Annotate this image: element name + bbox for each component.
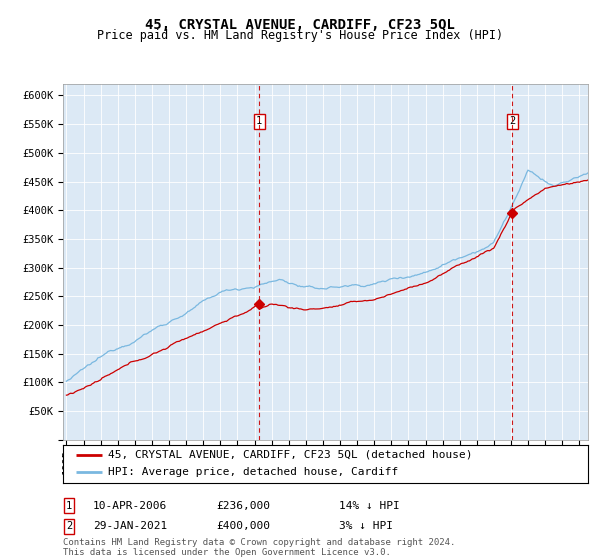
Text: 10-APR-2006: 10-APR-2006 — [93, 501, 167, 511]
Text: 2: 2 — [509, 116, 515, 127]
Text: £236,000: £236,000 — [216, 501, 270, 511]
Text: HPI: Average price, detached house, Cardiff: HPI: Average price, detached house, Card… — [107, 468, 398, 478]
Text: 2: 2 — [66, 521, 72, 531]
Text: Contains HM Land Registry data © Crown copyright and database right 2024.
This d: Contains HM Land Registry data © Crown c… — [63, 538, 455, 557]
Text: £400,000: £400,000 — [216, 521, 270, 531]
Text: 45, CRYSTAL AVENUE, CARDIFF, CF23 5QL (detached house): 45, CRYSTAL AVENUE, CARDIFF, CF23 5QL (d… — [107, 450, 472, 460]
Text: 45, CRYSTAL AVENUE, CARDIFF, CF23 5QL: 45, CRYSTAL AVENUE, CARDIFF, CF23 5QL — [145, 18, 455, 32]
Text: 1: 1 — [66, 501, 72, 511]
Text: 29-JAN-2021: 29-JAN-2021 — [93, 521, 167, 531]
Text: 1: 1 — [256, 116, 262, 127]
Text: 14% ↓ HPI: 14% ↓ HPI — [339, 501, 400, 511]
Text: 3% ↓ HPI: 3% ↓ HPI — [339, 521, 393, 531]
Text: Price paid vs. HM Land Registry's House Price Index (HPI): Price paid vs. HM Land Registry's House … — [97, 29, 503, 42]
